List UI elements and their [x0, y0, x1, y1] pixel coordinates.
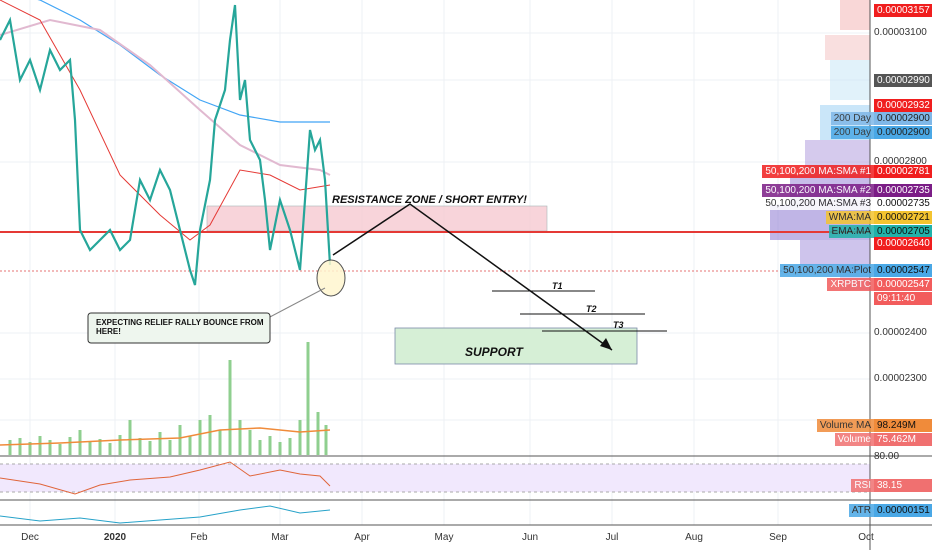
tag-name: 50,100,200 MA:SMA #3	[762, 197, 874, 210]
price-tag: Volume 75.462M	[834, 433, 932, 446]
price-tick: 0.00003100	[874, 27, 927, 38]
target-lines	[492, 290, 667, 332]
callout-text: EXPECTING RELIEF RALLY BOUNCE FROM HERE!	[96, 318, 264, 336]
price-tag: 0.00002932	[874, 99, 932, 112]
atr-line	[0, 505, 331, 524]
tag-value: 98.249M	[874, 419, 932, 432]
price-tag: 50,100,200 MA:SMA #2 0.00002735	[762, 184, 932, 197]
tag-value: 0.00002932	[874, 99, 932, 112]
tag-value: 38.15	[874, 479, 932, 492]
projection-arrow	[332, 203, 613, 351]
support-zone	[394, 327, 638, 365]
price-tag: 200 Day 0.00002900	[830, 126, 932, 139]
resistance-zone	[206, 205, 548, 232]
tag-value: 0.00002547	[874, 278, 932, 291]
tag-name: EMA:MA	[828, 225, 874, 238]
price-series	[0, 4, 332, 286]
time-tick: Sep	[769, 532, 787, 543]
tag-name: Volume MA	[816, 419, 874, 432]
tag-value: 0.00002990	[874, 74, 932, 87]
bounce-circle	[316, 259, 346, 297]
tag-value: 0.00002781	[874, 165, 932, 178]
tag-value: 0.00002735	[874, 184, 932, 197]
tag-value: 0.00002900	[874, 126, 932, 139]
tag-value: 75.462M	[874, 433, 932, 446]
tag-name: 50,100,200 MA:SMA #1	[762, 165, 874, 178]
time-tick: 2020	[103, 532, 127, 543]
tag-name: ATR	[848, 504, 874, 517]
tag-value: 0.00002547	[874, 264, 932, 277]
price-tag: ATR 0.00000151	[848, 504, 932, 517]
tag-value: 0.00002640	[874, 237, 932, 250]
rsi-line	[0, 461, 331, 495]
price-tag: 0.00002990	[874, 74, 932, 87]
arrow-head	[600, 338, 612, 350]
volume-ma	[0, 427, 331, 446]
tag-value: 0.00002705	[874, 225, 932, 238]
price-tag: Volume MA 98.249M	[816, 419, 932, 432]
target-label: T2	[586, 304, 597, 314]
tag-value: 0.00000151	[874, 504, 932, 517]
rsi-tick: 80.00	[874, 451, 900, 462]
time-tick: May	[434, 532, 454, 543]
ma-50	[0, 0, 331, 241]
tag-name: 200 Day	[830, 112, 874, 125]
price-tag: 50,100,200 MA:SMA #1 0.00002781	[762, 165, 932, 178]
time-tick: Aug	[685, 532, 703, 543]
support-label: SUPPORT	[465, 345, 523, 359]
price-tag: EMA:MA 0.00002705	[828, 225, 932, 238]
price-tick: 0.00002300	[874, 373, 927, 384]
volume-profile	[770, 0, 870, 290]
price-tag: 50,100,200 MA:SMA #3 0.00002735	[762, 197, 932, 210]
tag-value: 09:11:40	[874, 292, 932, 305]
price-tag: 200 Day 0.00002900	[830, 112, 932, 125]
tag-name: XRPBTC	[827, 278, 874, 291]
tag-value: 0.00002900	[874, 112, 932, 125]
callout-pointer	[267, 287, 326, 319]
price-tag: 09:11:40	[874, 292, 932, 305]
tag-name: Volume	[834, 433, 874, 446]
time-tick: Mar	[271, 532, 289, 543]
resistance-label: RESISTANCE ZONE / SHORT ENTRY!	[332, 194, 527, 206]
price-tag: XRPBTC 0.00002547	[827, 278, 932, 291]
price-tag: 0.00003157	[874, 4, 932, 17]
target-label: T3	[613, 320, 624, 330]
tag-name: 200 Day	[830, 126, 874, 139]
rsi-band	[0, 464, 870, 492]
tag-value: 0.00002721	[874, 211, 932, 224]
tag-value: 0.00003157	[874, 4, 932, 17]
time-tick: Dec	[21, 532, 39, 543]
time-tick: Oct	[858, 532, 874, 543]
tag-name: 50,100,200 MA:SMA #2	[762, 184, 874, 197]
price-tag: RSI 38.15	[851, 479, 932, 492]
time-tick: Jul	[605, 532, 619, 543]
time-tick: Jun	[521, 532, 539, 543]
tag-name: 50,100,200 MA:Plot	[780, 264, 874, 277]
price-tag: 0.00002640	[874, 237, 932, 250]
grid	[0, 0, 870, 525]
price-tag: WMA:MA 0.00002721	[825, 211, 932, 224]
time-tick: Feb	[190, 532, 208, 543]
tag-name: RSI	[851, 479, 874, 492]
price-tag: 50,100,200 MA:Plot 0.00002547	[780, 264, 932, 277]
price-tick: 0.00002800	[874, 156, 927, 167]
callout-box	[87, 312, 271, 344]
tag-name: WMA:MA	[825, 211, 874, 224]
tag-value: 0.00002735	[874, 197, 932, 210]
target-label: T1	[552, 281, 563, 291]
time-tick: Apr	[354, 532, 370, 543]
price-tick: 0.00002400	[874, 327, 927, 338]
